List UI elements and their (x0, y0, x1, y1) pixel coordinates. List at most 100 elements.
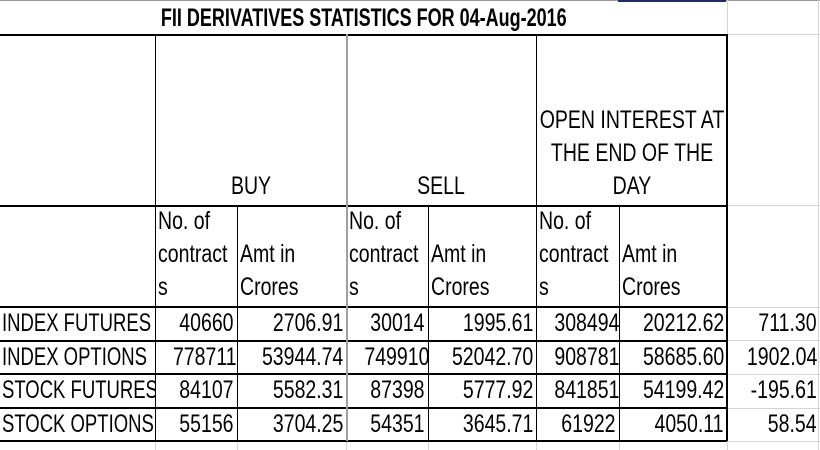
cell-buy-contracts: 40660 (155, 307, 237, 340)
border (155, 34, 156, 441)
sell-amount-header: Amt in Crores (431, 240, 490, 301)
sell-contracts-header: No. of contract s (349, 207, 419, 301)
cell-text: 1995.61 (462, 309, 533, 337)
cell-text: STOCK FUTURES (2, 376, 155, 404)
oi-contracts-header: No. of contract s (539, 207, 609, 301)
cell-text: 308494 (554, 309, 619, 337)
cell-buy-contracts: 84107 (155, 374, 237, 407)
gridline (727, 0, 728, 34)
cell-sell-amt: 52042.70 (428, 341, 536, 374)
cell-sell-contracts: 749910 (346, 341, 428, 374)
border (0, 440, 727, 442)
border (0, 205, 727, 207)
cell-oi-amt: 58685.60 (619, 341, 727, 374)
row-label: STOCK OPTIONS (0, 408, 155, 441)
cell-sell-amt: 1995.61 (428, 307, 536, 340)
gridline (536, 441, 537, 450)
cell-buy-amt: 53944.74 (237, 341, 346, 374)
buy-amount-header: Amt in Crores (240, 240, 299, 301)
cell-text: 841851 (554, 376, 619, 404)
cell-oi-contracts: 908781 (536, 341, 619, 374)
cell-text: 53944.74 (261, 343, 343, 371)
row-label: INDEX FUTURES (0, 307, 155, 340)
gridline (237, 441, 238, 450)
cell-net: 711.30 (727, 307, 820, 340)
cell-text: 3645.71 (462, 410, 533, 438)
border (237, 205, 238, 441)
open-interest-header: OPEN INTEREST AT THE END OF THE DAY (539, 106, 724, 200)
cell-text: 58685.60 (642, 343, 724, 371)
cell-oi-contracts: 61922 (536, 408, 619, 441)
cell-oi-amt: 54199.42 (619, 374, 727, 407)
cell-oi-amt: 4050.11 (619, 408, 727, 441)
top-edge (0, 0, 820, 1)
cell-sell-amt: 5777.92 (428, 374, 536, 407)
border (536, 34, 537, 441)
cell-buy-amt: 2706.91 (237, 307, 346, 340)
cell-buy-contracts: 778711 (155, 341, 237, 374)
cell-text: 5582.31 (272, 376, 343, 404)
cell-sell-contracts: 30014 (346, 307, 428, 340)
cell-text: 908781 (554, 343, 619, 371)
cell-text: 58.54 (768, 410, 817, 438)
buy-header: BUY (230, 172, 271, 200)
cell-net: 58.54 (727, 408, 820, 441)
cell-text: 52042.70 (451, 343, 533, 371)
cell-oi-contracts: 308494 (536, 307, 619, 340)
selection-marker (618, 0, 726, 2)
cell-sell-contracts: 87398 (346, 374, 428, 407)
gridline (727, 307, 820, 308)
border (428, 205, 429, 441)
cell-sell-contracts: 54351 (346, 408, 428, 441)
gridline (727, 374, 820, 375)
cell-buy-amt: 3704.25 (237, 408, 346, 441)
cell-text: -195.61 (750, 376, 817, 404)
cell-text: 2706.91 (272, 309, 343, 337)
cell-text: 778711 (172, 343, 237, 371)
gridline (155, 441, 156, 450)
cell-text: 54351 (370, 410, 425, 438)
gridline (727, 34, 820, 35)
gridline (428, 441, 429, 450)
cell-text: 3704.25 (272, 410, 343, 438)
cell-sell-amt: 3645.71 (428, 408, 536, 441)
cell-text: 54199.42 (642, 376, 724, 404)
cell-oi-amt: 20212.62 (619, 307, 727, 340)
cell-text: 711.30 (758, 309, 817, 337)
border (0, 306, 727, 308)
cell-text: 84107 (179, 376, 234, 404)
row-label: INDEX OPTIONS (0, 341, 155, 374)
sell-header: SELL (417, 172, 465, 200)
cell-oi-contracts: 841851 (536, 374, 619, 407)
cell-text: INDEX OPTIONS (2, 343, 147, 371)
cell-text: 61922 (561, 410, 616, 438)
border (0, 407, 727, 409)
border (0, 340, 727, 342)
buy-contracts-header: No. of contract s (158, 207, 228, 301)
cell-text: 30014 (370, 309, 425, 337)
cell-net: 1902.04 (727, 341, 820, 374)
oi-amount-header: Amt in Crores (622, 240, 681, 301)
border (619, 205, 620, 441)
border (0, 34, 727, 36)
cell-text: 1902.04 (746, 343, 818, 371)
cell-text: 40660 (179, 309, 234, 337)
cell-text: 55156 (179, 410, 234, 438)
cell-text: 5777.92 (462, 376, 533, 404)
cell-text: STOCK OPTIONS (2, 410, 154, 438)
gridline (818, 0, 819, 450)
gridline (727, 441, 820, 442)
cell-buy-contracts: 55156 (155, 408, 237, 441)
gridline (619, 441, 620, 450)
border (726, 34, 728, 441)
cell-net: -195.61 (727, 374, 820, 407)
row-label: STOCK FUTURES (0, 374, 155, 407)
cell-text: 749910 (364, 343, 428, 371)
gridline (727, 205, 820, 206)
cell-buy-amt: 5582.31 (237, 374, 346, 407)
sheet-title: FII DERIVATIVES STATISTICS FOR 04-Aug-20… (160, 4, 567, 32)
cell-text: 20212.62 (642, 309, 724, 337)
border (346, 34, 348, 441)
gridline (727, 441, 728, 450)
gridline (727, 340, 820, 341)
